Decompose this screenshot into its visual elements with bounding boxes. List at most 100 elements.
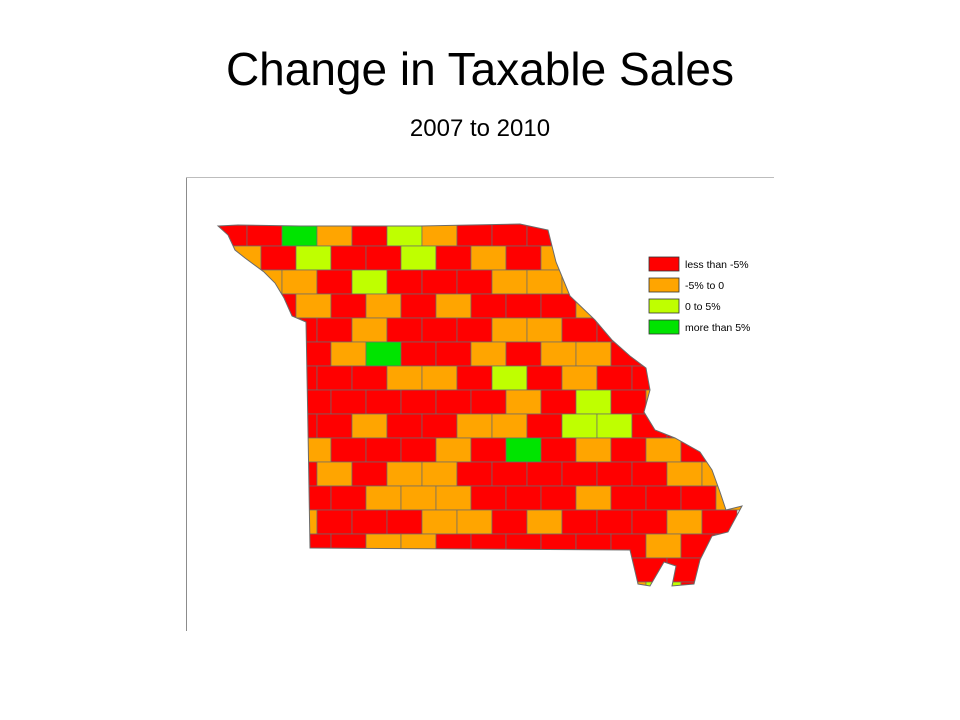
- county-cell: [540, 437, 577, 463]
- county-cell: [561, 224, 598, 247]
- county-cell: [715, 389, 742, 415]
- county-cell: [575, 341, 612, 367]
- county-cell: [435, 245, 472, 271]
- county-cell: [526, 317, 563, 343]
- county-cell: [666, 365, 703, 391]
- county-cell: [218, 485, 227, 511]
- county-cell: [386, 557, 423, 583]
- county-cell: [218, 437, 227, 463]
- legend-label-less-than-minus-5: less than -5%: [685, 259, 749, 271]
- county-cell: [456, 365, 493, 391]
- county-cell: [470, 485, 507, 511]
- county-cell: [435, 485, 472, 511]
- county-cell: [246, 461, 283, 487]
- county-cell: [575, 581, 612, 586]
- county-cell: [491, 224, 528, 247]
- county-cell: [330, 293, 367, 319]
- county-cell: [505, 245, 542, 271]
- county-cell: [365, 293, 402, 319]
- county-cell: [631, 413, 668, 439]
- county-cell: [435, 437, 472, 463]
- county-cell: [666, 413, 703, 439]
- county-cell: [400, 533, 437, 559]
- legend-swatch-0-to-5: [648, 298, 680, 314]
- county-cell: [351, 269, 388, 295]
- county-cell: [421, 461, 458, 487]
- county-cell: [218, 509, 248, 535]
- county-cell: [435, 389, 472, 415]
- county-cell: [260, 485, 297, 511]
- county-cell: [225, 485, 262, 511]
- county-cell: [526, 365, 563, 391]
- county-cell: [365, 245, 402, 271]
- county-cell: [281, 557, 318, 583]
- frame-left-edge: [186, 177, 187, 631]
- county-cell: [575, 293, 612, 319]
- county-cell: [610, 437, 647, 463]
- county-cell: [666, 509, 703, 535]
- county-cell: [295, 533, 332, 559]
- county-cell: [246, 413, 283, 439]
- county-cell: [218, 581, 227, 586]
- county-cell: [316, 509, 353, 535]
- county-cell: [491, 509, 528, 535]
- county-cell: [701, 509, 738, 535]
- county-cell: [386, 413, 423, 439]
- county-cell: [470, 245, 507, 271]
- county-cell: [680, 437, 717, 463]
- county-cell: [435, 581, 472, 586]
- county-cell: [575, 245, 612, 271]
- county-cell: [596, 317, 633, 343]
- county-cell: [330, 245, 367, 271]
- county-cell: [540, 293, 577, 319]
- county-cell: [400, 485, 437, 511]
- county-cell: [470, 389, 507, 415]
- county-cell: [330, 389, 367, 415]
- county-cell: [491, 461, 528, 487]
- county-cell: [526, 269, 563, 295]
- county-cell: [526, 461, 563, 487]
- map-legend: less than -5% -5% to 0 0 to 5% more than…: [648, 256, 750, 335]
- county-cell: [435, 341, 472, 367]
- county-cell: [281, 413, 318, 439]
- county-cell: [701, 365, 738, 391]
- county-cell: [351, 557, 388, 583]
- county-cell: [715, 293, 742, 319]
- county-cell: [540, 245, 577, 271]
- county-cell: [295, 485, 332, 511]
- county-cell: [680, 485, 717, 511]
- county-cell: [365, 437, 402, 463]
- county-cell: [281, 269, 318, 295]
- county-cell: [666, 461, 703, 487]
- county-cell: [561, 461, 598, 487]
- slide-subtitle: 2007 to 2010: [409, 115, 551, 142]
- county-cell: [330, 533, 367, 559]
- county-cell: [400, 389, 437, 415]
- county-cell: [540, 341, 577, 367]
- county-cell: [218, 557, 248, 583]
- county-cell: [260, 245, 297, 271]
- legend-label-0-to-5: 0 to 5%: [685, 301, 721, 313]
- county-cell: [295, 293, 332, 319]
- county-cell: [631, 509, 668, 535]
- county-cell: [645, 389, 682, 415]
- county-cell: [715, 581, 742, 586]
- county-cell: [715, 485, 742, 511]
- frame-top-edge: [186, 177, 774, 178]
- county-cell: [491, 269, 528, 295]
- county-cell: [386, 317, 423, 343]
- county-cell: [610, 389, 647, 415]
- county-cell: [631, 461, 668, 487]
- county-cell: [596, 365, 633, 391]
- county-cell: [281, 365, 318, 391]
- county-cell: [218, 533, 227, 559]
- county-cell: [610, 581, 647, 586]
- county-cell: [386, 365, 423, 391]
- county-cell: [505, 389, 542, 415]
- county-cell: [561, 509, 598, 535]
- county-cell: [610, 245, 647, 271]
- county-cell: [295, 389, 332, 415]
- county-cell: [246, 509, 283, 535]
- county-cell: [505, 437, 542, 463]
- county-cell: [330, 437, 367, 463]
